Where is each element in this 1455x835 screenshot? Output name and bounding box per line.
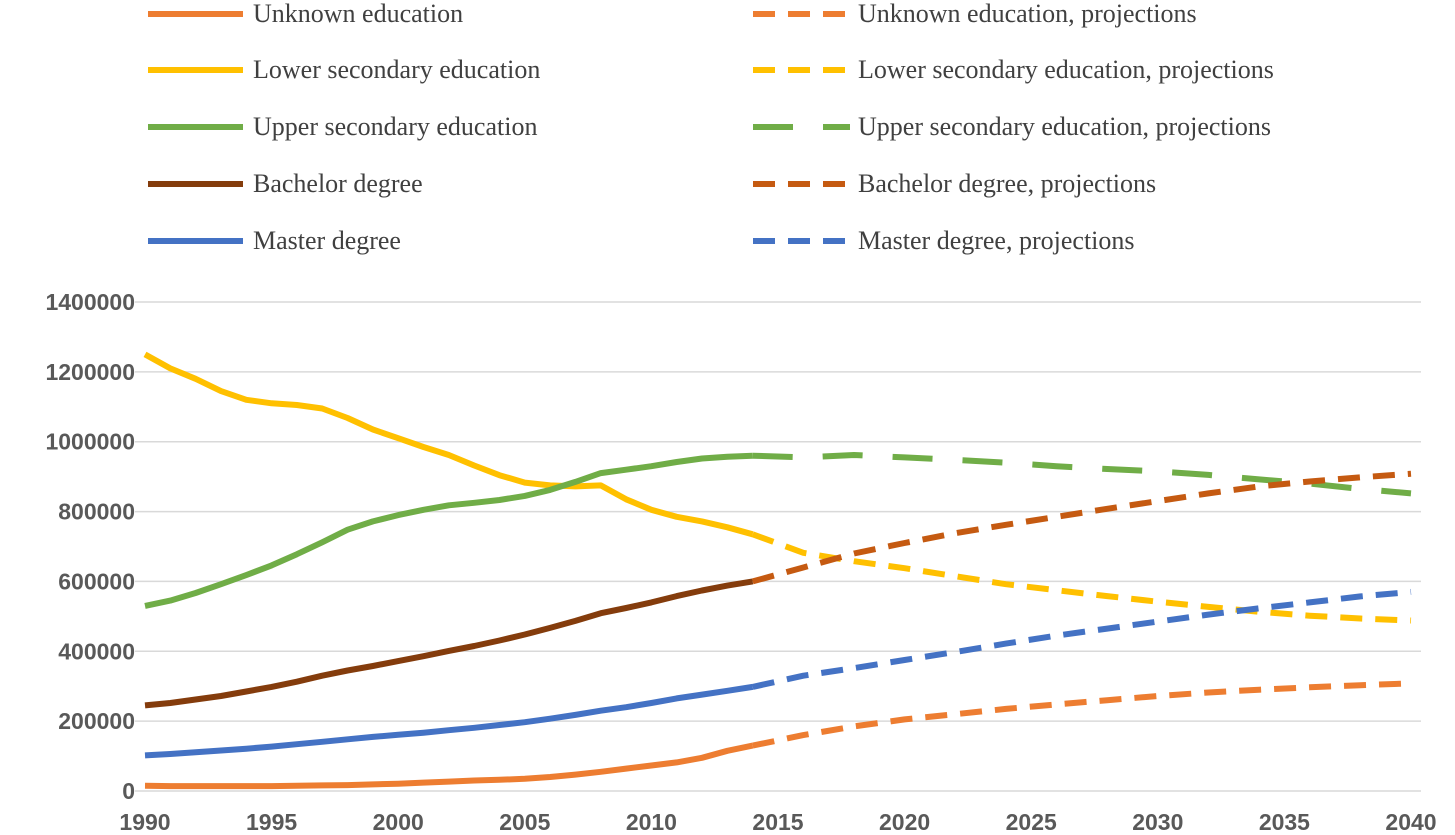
- x-tick-label: 1995: [246, 809, 297, 835]
- legend-label-lower-secondary-education-projections: Lower secondary education, projections: [858, 55, 1274, 84]
- y-tick-label: 400000: [58, 638, 135, 664]
- x-tick-label: 2025: [1006, 809, 1057, 835]
- series-line-bachelor-degree: [144, 578, 754, 709]
- x-tick-label: 2035: [1259, 809, 1310, 835]
- series-line-unknown-education-projections: [752, 680, 1412, 749]
- series-lines: [143, 351, 1412, 790]
- gridlines: [135, 301, 1421, 792]
- legend-label-master-degree: Master degree: [253, 226, 401, 255]
- x-tick-label: 2010: [626, 809, 677, 835]
- series-line-master-degree: [144, 683, 754, 759]
- y-tick-label: 0: [122, 778, 135, 804]
- x-tick-label: 2000: [373, 809, 424, 835]
- series-line-bachelor-degree-projections: [751, 470, 1412, 585]
- series-line-lower-secondary-education-projections: [751, 531, 1412, 624]
- y-tick-label: 600000: [58, 568, 135, 594]
- y-tick-label: 1200000: [45, 359, 135, 385]
- series-line-upper-secondary-education-projections: [752, 452, 1412, 497]
- legend-label-unknown-education-projections: Unknown education, projections: [858, 0, 1197, 28]
- series-line-lower-secondary-education: [143, 351, 754, 538]
- legend-label-lower-secondary-education: Lower secondary education: [253, 55, 540, 84]
- x-tick-label: 2005: [499, 809, 550, 835]
- y-tick-label: 1400000: [45, 289, 135, 315]
- y-tick-label: 1000000: [45, 429, 135, 455]
- x-tick-label: 2015: [752, 809, 803, 835]
- x-tick-label: 1990: [119, 809, 170, 835]
- legend-label-upper-secondary-education: Upper secondary education: [253, 112, 537, 141]
- y-tick-label: 200000: [58, 708, 135, 734]
- legend-label-bachelor-degree-projections: Bachelor degree, projections: [858, 169, 1156, 198]
- legend-label-bachelor-degree: Bachelor degree: [253, 169, 423, 198]
- series-line-upper-secondary-education: [144, 452, 753, 609]
- legend: Unknown education Unknown education, proj…: [148, 0, 1274, 255]
- x-tick-label: 2030: [1132, 809, 1183, 835]
- legend-label-master-degree-projections: Master degree, projections: [858, 226, 1135, 255]
- series-line-unknown-education: [144, 742, 754, 790]
- x-axis-ticks: 1990 1995 2000 2005 2010 2015 2020 2025 2030 2035…: [119, 809, 1436, 835]
- y-tick-label: 800000: [58, 499, 135, 525]
- legend-label-upper-secondary-education-projections: Upper secondary education, projections: [858, 112, 1271, 141]
- y-axis-ticks: 0 200000 400000 600000 800000 1000000 1200000 1…: [45, 289, 135, 804]
- x-tick-label: 2040: [1385, 809, 1436, 835]
- legend-label-unknown-education: Unknown education: [253, 0, 463, 28]
- x-tick-label: 2020: [879, 809, 930, 835]
- series-line-master-degree-projections: [752, 588, 1412, 690]
